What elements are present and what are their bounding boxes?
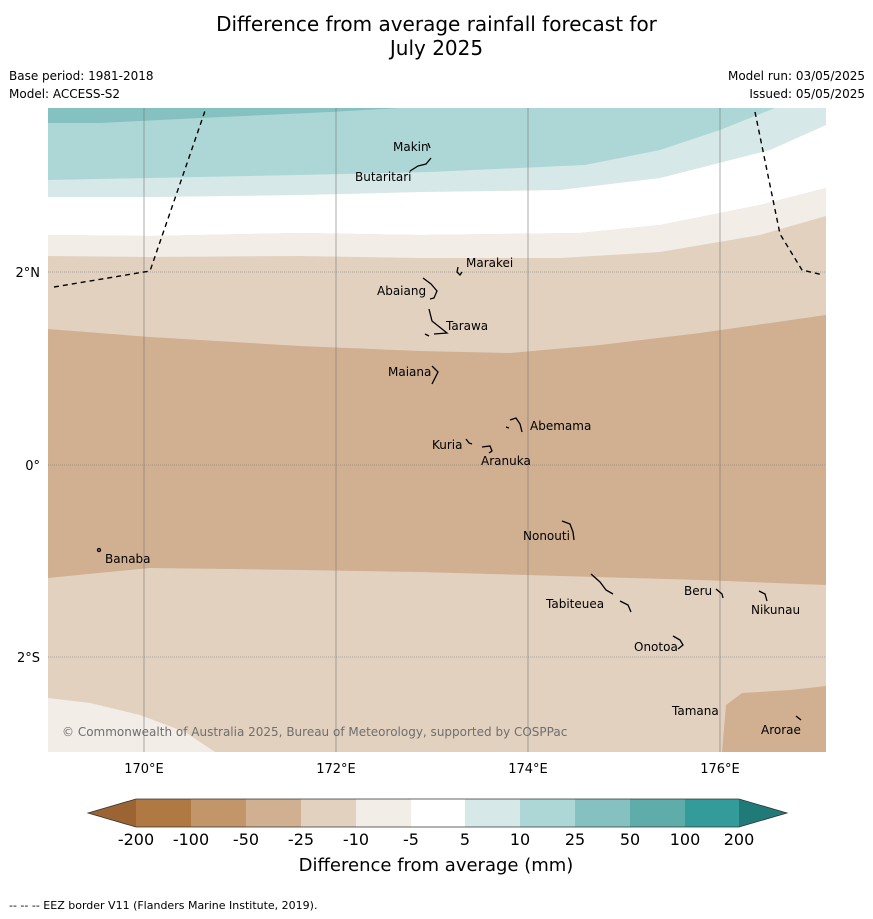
colorbar-seg-p5-10 <box>465 799 520 827</box>
label-tabiteuea: Tabiteuea <box>545 597 604 611</box>
colorbar-seg-m10-m5 <box>356 799 411 827</box>
band-m10-m5 <box>48 188 826 258</box>
label-maiana: Maiana <box>388 365 431 379</box>
eez-borders <box>53 108 824 288</box>
island-kuria <box>465 438 473 445</box>
label-abemama: Abemama <box>530 419 591 433</box>
base-period: Base period: 1981-2018 <box>9 69 154 83</box>
tick-p10: 10 <box>510 830 530 849</box>
colorbar-outline <box>86 798 789 828</box>
island-abemama-west <box>505 426 510 429</box>
label-butaritari: Butaritari <box>355 170 412 184</box>
band-m10-m5-bottom <box>48 698 215 752</box>
rainfall-contours <box>48 108 826 752</box>
colorbar-ticks: -200 -100 -50 -25 -10 -5 5 10 25 50 100 … <box>118 830 754 849</box>
copyright-text: © Commonwealth of Australia 2025, Bureau… <box>62 725 567 739</box>
colorbar-seg-m200-m100 <box>136 799 191 827</box>
colorbar-seg-m5-5 <box>411 799 465 827</box>
island-onotoa <box>672 635 684 650</box>
title-line-1: Difference from average rainfall forecas… <box>216 12 657 36</box>
colorbar-label: Difference from average (mm) <box>299 855 574 876</box>
island-labels: Makin Butaritari Marakei Abaiang Tarawa … <box>105 140 801 737</box>
island-abaiang <box>422 277 438 300</box>
island-maiana <box>431 365 439 385</box>
label-makin: Makin <box>393 140 429 154</box>
colorbar-seg-m50-m25 <box>246 799 301 827</box>
lon-label-172: 172°E <box>316 762 356 777</box>
lon-label-176: 176°E <box>700 762 740 777</box>
label-beru: Beru <box>684 584 712 598</box>
island-outlines <box>96 142 802 721</box>
issued-date: Issued: 05/05/2025 <box>749 87 865 101</box>
colorbar-seg-p10-25 <box>520 799 575 827</box>
label-nonouti: Nonouti <box>523 529 570 543</box>
band-p10-25 <box>48 108 775 180</box>
label-kuria: Kuria <box>432 438 463 452</box>
title-line-2: July 2025 <box>389 36 484 60</box>
island-marakei <box>456 266 463 277</box>
lon-label-170: 170°E <box>124 762 164 777</box>
tick-m25: -25 <box>288 830 314 849</box>
colorbar-seg-p50-100 <box>630 799 685 827</box>
band-m50-m25 <box>48 315 826 585</box>
lat-label-2s: 2°S <box>17 651 40 666</box>
label-nikunau: Nikunau <box>751 603 800 617</box>
gridlines <box>48 108 826 752</box>
tick-m5: -5 <box>403 830 419 849</box>
label-tarawa: Tarawa <box>445 319 488 333</box>
colorbar-seg-p100-200 <box>685 799 739 827</box>
model-run: Model run: 03/05/2025 <box>727 69 865 83</box>
island-beru <box>715 588 724 599</box>
tick-m10: -10 <box>343 830 369 849</box>
label-banaba: Banaba <box>105 552 151 566</box>
island-tarawa-south <box>424 333 430 337</box>
colorbar-seg-p25-50 <box>575 799 630 827</box>
map-title: Difference from average rainfall forecas… <box>0 12 873 60</box>
band-m5-5 <box>48 125 826 236</box>
island-tabiteuea-south <box>619 600 632 613</box>
tick-p100: 100 <box>670 830 701 849</box>
eez-border-east <box>754 111 824 276</box>
island-tarawa <box>428 308 449 335</box>
tick-m50: -50 <box>233 830 259 849</box>
island-nonouti <box>561 520 575 541</box>
island-tabiteuea-north <box>590 573 614 595</box>
label-onotoa: Onotoa <box>634 640 678 654</box>
colorbar-seg-m25-m10 <box>301 799 356 827</box>
island-nikunau <box>758 590 768 602</box>
label-marakei: Marakei <box>466 256 513 270</box>
label-arorae: Arorae <box>761 723 801 737</box>
band-p25-50 <box>48 108 400 123</box>
meta-right: Model run: 03/05/2025 Issued: 05/05/2025 <box>728 68 865 104</box>
island-butaritari <box>409 157 432 172</box>
island-abemama <box>509 417 523 433</box>
tick-p200: 200 <box>724 830 755 849</box>
island-makin <box>427 142 431 149</box>
lat-label-0: 0° <box>25 459 40 474</box>
meta-left: Base period: 1981-2018 Model: ACCESS-S2 <box>9 68 154 104</box>
model-name: Model: ACCESS-S2 <box>9 87 121 101</box>
colorbar <box>86 798 789 828</box>
footer-note: -- -- -- EEZ border V11 (Flanders Marine… <box>9 899 318 912</box>
island-arorae <box>795 715 802 721</box>
lon-label-174: 174°E <box>508 762 548 777</box>
tick-p50: 50 <box>620 830 640 849</box>
label-tamana: Tamana <box>671 704 719 718</box>
band-m50-m25-bottom <box>722 686 826 752</box>
label-aranuka: Aranuka <box>481 454 531 468</box>
colorbar-seg-m100-m50 <box>191 799 246 827</box>
colorbar-arrow-high <box>739 799 787 827</box>
tick-m100: -100 <box>173 830 209 849</box>
island-aranuka <box>481 445 493 454</box>
axis-labels: 2°N 0° 2°S 170°E 172°E 174°E 176°E <box>16 266 740 777</box>
island-banaba <box>96 547 102 553</box>
colorbar-arrow-low <box>88 799 136 827</box>
tick-p5: 5 <box>460 830 470 849</box>
tick-p25: 25 <box>565 830 585 849</box>
lat-label-2n: 2°N <box>16 266 41 281</box>
tick-m200: -200 <box>118 830 154 849</box>
label-abaiang: Abaiang <box>377 284 426 298</box>
